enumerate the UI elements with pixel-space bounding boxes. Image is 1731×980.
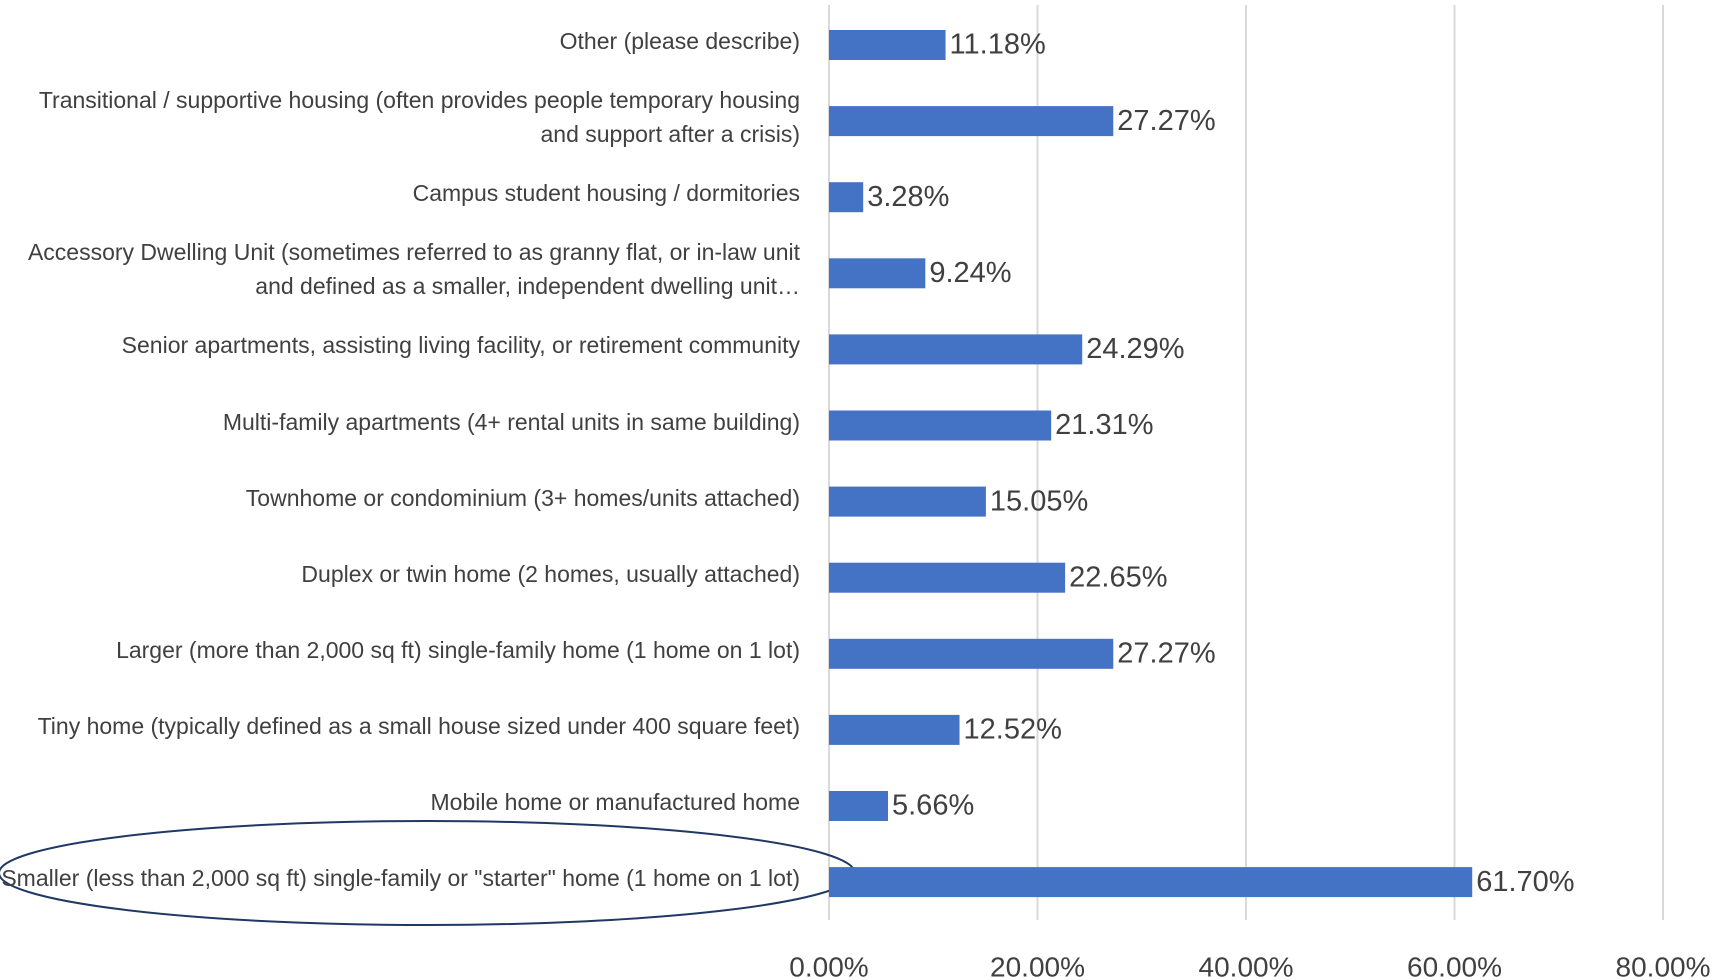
y-tick-label: Transitional / supportive housing (often… [38,87,800,148]
y-tick-label: Multi-family apartments (4+ rental units… [222,408,800,435]
bar [829,562,1066,593]
bar [829,334,1083,365]
y-tick-label: Accessory Dwelling Unit (sometimes refer… [27,239,800,300]
y-tick-label: Townhome or condominium (3+ homes/units … [245,484,800,511]
x-tick-label: 0.00% [789,951,868,980]
value-label: 9.24% [929,257,1011,289]
value-label: 61.70% [1476,866,1574,898]
value-label: 15.05% [990,485,1088,517]
value-label: 27.27% [1117,105,1215,137]
value-label: 24.29% [1086,333,1184,365]
value-label: 12.52% [964,714,1062,746]
y-tick-label: Other (please describe) [559,28,800,54]
x-tick-label: 40.00% [1199,951,1294,980]
value-label: 21.31% [1055,409,1153,441]
value-label: 11.18% [950,29,1046,61]
bar [829,638,1114,669]
value-label: 3.28% [867,181,949,213]
bar [829,106,1114,137]
y-tick-label: Smaller (less than 2,000 sq ft) single-f… [1,865,800,892]
bar [829,867,1473,898]
value-label: 27.27% [1117,637,1215,669]
y-tick-label: Tiny home (typically defined as a small … [37,712,800,739]
x-tick-label: 20.00% [990,951,1085,980]
y-tick-label: Larger (more than 2,000 sq ft) single-fa… [116,636,800,663]
y-tick-label: Senior apartments, assisting living faci… [121,332,800,359]
bar [829,258,926,289]
bar [829,30,946,60]
x-tick-label: 80.00% [1616,951,1711,980]
bar [829,182,864,213]
y-tick-label: Campus student housing / dormitories [412,180,800,207]
bar [829,486,986,517]
bar [829,714,960,745]
value-label: 22.65% [1069,561,1167,593]
y-tick-label: Mobile home or manufactured home [430,789,800,815]
bar [829,791,889,821]
value-label: 5.66% [892,790,974,822]
x-tick-label: 60.00% [1407,951,1502,980]
y-tick-label: Duplex or twin home (2 homes, usually at… [301,560,800,587]
bar [829,410,1052,441]
